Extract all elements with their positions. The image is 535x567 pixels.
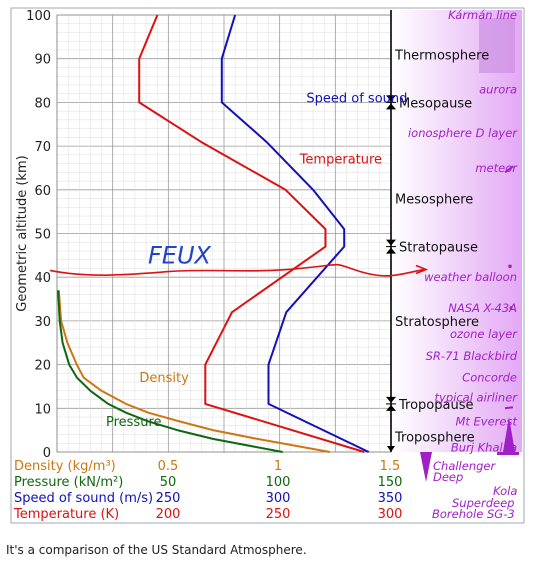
landmark-label: Concorde: [462, 371, 517, 385]
layer-marker: [386, 239, 396, 246]
x43a-mark: [509, 306, 513, 310]
axis-tick-speed: 250: [156, 491, 181, 506]
layers-panel: [391, 10, 522, 455]
y-tick-label: 60: [34, 184, 51, 199]
axis-tick-temperature: 250: [266, 507, 291, 522]
axis-tick-pressure: 50: [160, 475, 177, 490]
axis-label-density: Density (kg/m³): [14, 459, 116, 474]
layer-marker: [386, 404, 396, 411]
landmark-label: Kármán line: [448, 8, 517, 22]
y-tick-label: 40: [34, 271, 51, 286]
figure-caption: It's a comparison of the US Standard Atm…: [6, 543, 307, 557]
landmark-label: Mt Everest: [455, 414, 517, 428]
everest-shape: [503, 417, 515, 452]
chart-labels: Temperature Speed of sound Density Pressure…: [106, 8, 518, 521]
landmark-label: SR-71 Blackbird: [426, 349, 518, 363]
landmark-label: aurora: [479, 82, 517, 96]
balloon-mark: [508, 264, 512, 269]
bottom-axes: Density (kg/m³) 0.5 1 1.5 Pressure (kN/m²) 50…: [13, 459, 402, 522]
layer-name-label: Troposphere: [394, 431, 475, 446]
layer-name-label: Mesosphere: [395, 193, 473, 208]
series-speed-line: [220, 14, 370, 453]
landmark-label: Challenger: [433, 459, 496, 473]
axis-label-pressure: Pressure (kN/m²): [14, 475, 123, 490]
layer-boundary-label: Stratopause: [399, 241, 478, 256]
y-tick-label: 30: [34, 315, 51, 330]
y-tick-label: 80: [34, 96, 51, 111]
y-tick-label: 100: [26, 9, 51, 24]
data-series: [57, 14, 370, 453]
series-pressure-line: [57, 290, 283, 453]
y-tick-label: 70: [34, 140, 51, 155]
layer-boundary-label: Tropopause: [398, 398, 473, 413]
y-tick-label: 50: [34, 228, 51, 243]
ground-shape: [497, 452, 519, 455]
landmark-label: Deep: [433, 470, 463, 484]
axis-tick-density: 0.5: [158, 459, 179, 474]
axis-label-speed: Speed of sound (m/s): [14, 491, 153, 506]
layer-axis: Thermosphere Mesopause Mesosphere Stratopau…: [386, 10, 489, 452]
axis-tick-speed: 350: [378, 491, 403, 506]
panel-background: [391, 10, 522, 452]
airliner-mark: [504, 406, 514, 410]
landmark-label: weather balloon: [424, 270, 517, 284]
landmark-label: ozone layer: [450, 327, 518, 341]
series-label: Speed of sound: [306, 91, 407, 106]
y-tick-label: 0: [43, 446, 51, 461]
annotation-arrowhead: [415, 264, 429, 275]
grid: 0 10 20 30 40 50 60 70 80 90 100 Geometric altitude…: [15, 9, 392, 461]
landmark-label: ionosphere D layer: [408, 126, 518, 140]
series-label: Density: [139, 371, 189, 386]
landmark-label: NASA X-43A: [448, 301, 517, 315]
layer-marker: [386, 396, 396, 403]
landmark-label: Superdeep: [452, 496, 514, 510]
meteor-mark: [504, 165, 514, 174]
axis-tick-speed: 300: [266, 491, 291, 506]
series-temperature-line: [138, 14, 365, 453]
annotation-line: [49, 263, 426, 277]
axis-tick-temperature: 200: [156, 507, 181, 522]
series-label: Temperature: [299, 153, 382, 168]
landmark-label: Kola: [493, 484, 517, 498]
aurora-shape: [479, 18, 515, 73]
y-tick-label: 20: [34, 359, 51, 374]
landmark-label: Burj Khalifa: [451, 441, 517, 455]
deep-arrow: [420, 452, 432, 482]
y-axis-label: Geometric altitude (km): [15, 155, 30, 311]
axis-tick-temperature: 300: [378, 507, 403, 522]
y-tick-label: 10: [34, 402, 51, 417]
layer-boundary-label: Mesopause: [399, 96, 472, 111]
layer-name-label: Thermosphere: [394, 48, 489, 63]
axis-label-temperature: Temperature (K): [13, 507, 119, 522]
layer-marker: [386, 103, 396, 110]
axis-tick-density: 1: [274, 459, 282, 474]
axis-tick-pressure: 100: [266, 475, 291, 490]
layer-marker: [386, 95, 396, 102]
y-tick-label: 90: [34, 53, 51, 68]
landmark-label: typical airliner: [435, 390, 519, 404]
series-label: Pressure: [106, 415, 162, 430]
annotation-text: FEUX: [148, 241, 212, 269]
axis-tick-pressure: 150: [378, 475, 403, 490]
layer-axis-arrow: [387, 446, 395, 452]
layer-marker: [386, 247, 396, 254]
series-density-line: [57, 290, 330, 453]
landmark-label: Borehole SG-3: [432, 507, 515, 521]
axis-tick-density: 1.5: [380, 459, 401, 474]
handwritten-annotation: FEUX: [49, 241, 429, 277]
layer-name-label: Stratosphere: [395, 315, 479, 330]
